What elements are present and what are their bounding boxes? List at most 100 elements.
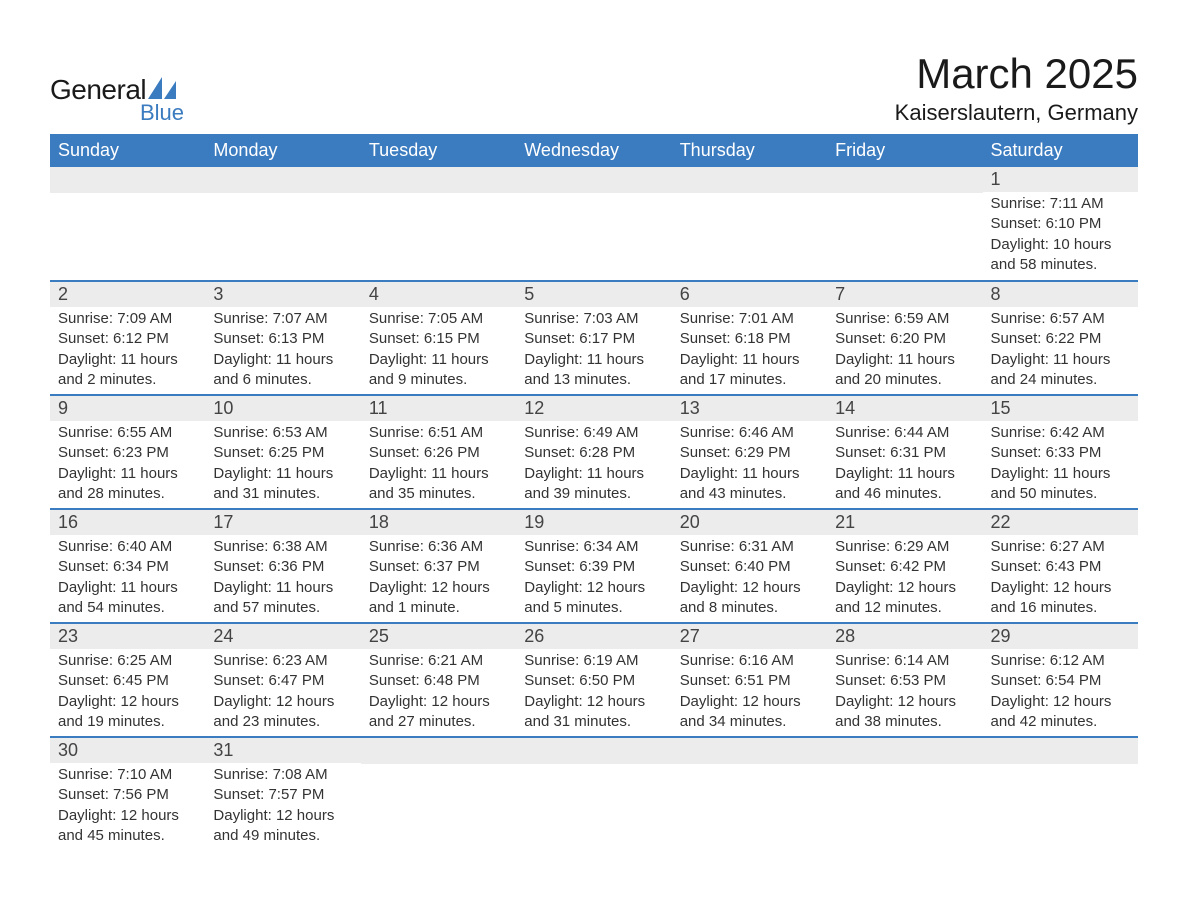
sunrise-text: Sunrise: 7:08 AM xyxy=(213,765,352,785)
day-number: 14 xyxy=(827,396,982,421)
col-saturday: Saturday xyxy=(983,134,1138,167)
day-number: 21 xyxy=(827,510,982,535)
day-number: 6 xyxy=(672,282,827,307)
day-number xyxy=(361,167,516,193)
sunset-text: Sunset: 7:57 PM xyxy=(213,785,352,805)
calendar-cell: 27Sunrise: 6:16 AMSunset: 6:51 PMDayligh… xyxy=(672,623,827,737)
day-details: Sunrise: 7:10 AMSunset: 7:56 PMDaylight:… xyxy=(50,763,205,850)
day-details xyxy=(827,193,982,280)
daylight-text: Daylight: 12 hours and 42 minutes. xyxy=(991,692,1130,733)
calendar-cell: 4Sunrise: 7:05 AMSunset: 6:15 PMDaylight… xyxy=(361,281,516,395)
day-details: Sunrise: 6:55 AMSunset: 6:23 PMDaylight:… xyxy=(50,421,205,508)
calendar-cell: 18Sunrise: 6:36 AMSunset: 6:37 PMDayligh… xyxy=(361,509,516,623)
day-number: 7 xyxy=(827,282,982,307)
day-details: Sunrise: 6:38 AMSunset: 6:36 PMDaylight:… xyxy=(205,535,360,622)
sunrise-text: Sunrise: 6:49 AM xyxy=(524,423,663,443)
daylight-text: Daylight: 11 hours and 57 minutes. xyxy=(213,578,352,619)
day-number: 4 xyxy=(361,282,516,307)
day-number xyxy=(516,167,671,193)
day-details: Sunrise: 6:12 AMSunset: 6:54 PMDaylight:… xyxy=(983,649,1138,736)
calendar-cell: 3Sunrise: 7:07 AMSunset: 6:13 PMDaylight… xyxy=(205,281,360,395)
sunrise-text: Sunrise: 6:16 AM xyxy=(680,651,819,671)
sunrise-text: Sunrise: 6:42 AM xyxy=(991,423,1130,443)
calendar-cell: 26Sunrise: 6:19 AMSunset: 6:50 PMDayligh… xyxy=(516,623,671,737)
day-details xyxy=(361,193,516,280)
col-monday: Monday xyxy=(205,134,360,167)
sunrise-text: Sunrise: 7:11 AM xyxy=(991,194,1130,214)
sunrise-text: Sunrise: 6:53 AM xyxy=(213,423,352,443)
day-number: 11 xyxy=(361,396,516,421)
calendar-week: 1Sunrise: 7:11 AMSunset: 6:10 PMDaylight… xyxy=(50,167,1138,281)
day-details: Sunrise: 6:44 AMSunset: 6:31 PMDaylight:… xyxy=(827,421,982,508)
sunset-text: Sunset: 6:23 PM xyxy=(58,443,197,463)
sunset-text: Sunset: 6:40 PM xyxy=(680,557,819,577)
day-number: 15 xyxy=(983,396,1138,421)
sunset-text: Sunset: 6:18 PM xyxy=(680,329,819,349)
sunset-text: Sunset: 6:10 PM xyxy=(991,214,1130,234)
day-details: Sunrise: 6:53 AMSunset: 6:25 PMDaylight:… xyxy=(205,421,360,508)
sunset-text: Sunset: 6:45 PM xyxy=(58,671,197,691)
day-details: Sunrise: 7:11 AMSunset: 6:10 PMDaylight:… xyxy=(983,192,1138,279)
calendar-cell: 14Sunrise: 6:44 AMSunset: 6:31 PMDayligh… xyxy=(827,395,982,509)
calendar-week: 2Sunrise: 7:09 AMSunset: 6:12 PMDaylight… xyxy=(50,281,1138,395)
day-number: 12 xyxy=(516,396,671,421)
sunset-text: Sunset: 6:39 PM xyxy=(524,557,663,577)
day-number xyxy=(672,738,827,764)
sunset-text: Sunset: 6:22 PM xyxy=(991,329,1130,349)
calendar-cell xyxy=(672,737,827,851)
calendar-cell: 7Sunrise: 6:59 AMSunset: 6:20 PMDaylight… xyxy=(827,281,982,395)
sunset-text: Sunset: 6:25 PM xyxy=(213,443,352,463)
daylight-text: Daylight: 11 hours and 39 minutes. xyxy=(524,464,663,505)
col-thursday: Thursday xyxy=(672,134,827,167)
daylight-text: Daylight: 11 hours and 31 minutes. xyxy=(213,464,352,505)
calendar-week: 9Sunrise: 6:55 AMSunset: 6:23 PMDaylight… xyxy=(50,395,1138,509)
calendar-cell: 17Sunrise: 6:38 AMSunset: 6:36 PMDayligh… xyxy=(205,509,360,623)
calendar-cell xyxy=(983,737,1138,851)
daylight-text: Daylight: 10 hours and 58 minutes. xyxy=(991,235,1130,276)
daylight-text: Daylight: 12 hours and 12 minutes. xyxy=(835,578,974,619)
day-details xyxy=(50,193,205,280)
daylight-text: Daylight: 12 hours and 23 minutes. xyxy=(213,692,352,733)
col-friday: Friday xyxy=(827,134,982,167)
daylight-text: Daylight: 12 hours and 45 minutes. xyxy=(58,806,197,847)
day-number: 3 xyxy=(205,282,360,307)
calendar-week: 23Sunrise: 6:25 AMSunset: 6:45 PMDayligh… xyxy=(50,623,1138,737)
calendar-week: 16Sunrise: 6:40 AMSunset: 6:34 PMDayligh… xyxy=(50,509,1138,623)
calendar-cell: 11Sunrise: 6:51 AMSunset: 6:26 PMDayligh… xyxy=(361,395,516,509)
daylight-text: Daylight: 11 hours and 28 minutes. xyxy=(58,464,197,505)
sunrise-text: Sunrise: 6:59 AM xyxy=(835,309,974,329)
day-details: Sunrise: 6:42 AMSunset: 6:33 PMDaylight:… xyxy=(983,421,1138,508)
day-details: Sunrise: 7:05 AMSunset: 6:15 PMDaylight:… xyxy=(361,307,516,394)
sunset-text: Sunset: 6:12 PM xyxy=(58,329,197,349)
calendar-cell: 25Sunrise: 6:21 AMSunset: 6:48 PMDayligh… xyxy=(361,623,516,737)
day-number: 5 xyxy=(516,282,671,307)
daylight-text: Daylight: 11 hours and 54 minutes. xyxy=(58,578,197,619)
daylight-text: Daylight: 11 hours and 20 minutes. xyxy=(835,350,974,391)
day-details xyxy=(983,764,1138,851)
daylight-text: Daylight: 12 hours and 27 minutes. xyxy=(369,692,508,733)
sunset-text: Sunset: 6:51 PM xyxy=(680,671,819,691)
day-details: Sunrise: 6:23 AMSunset: 6:47 PMDaylight:… xyxy=(205,649,360,736)
sunrise-text: Sunrise: 6:14 AM xyxy=(835,651,974,671)
day-number: 27 xyxy=(672,624,827,649)
sunrise-text: Sunrise: 6:34 AM xyxy=(524,537,663,557)
daylight-text: Daylight: 11 hours and 24 minutes. xyxy=(991,350,1130,391)
calendar-cell xyxy=(361,737,516,851)
day-number: 9 xyxy=(50,396,205,421)
day-number: 31 xyxy=(205,738,360,763)
day-number: 17 xyxy=(205,510,360,535)
calendar-cell xyxy=(205,167,360,281)
day-number xyxy=(672,167,827,193)
day-number xyxy=(983,738,1138,764)
calendar-cell xyxy=(827,167,982,281)
daylight-text: Daylight: 11 hours and 50 minutes. xyxy=(991,464,1130,505)
day-details: Sunrise: 6:46 AMSunset: 6:29 PMDaylight:… xyxy=(672,421,827,508)
day-number xyxy=(361,738,516,764)
calendar-cell: 28Sunrise: 6:14 AMSunset: 6:53 PMDayligh… xyxy=(827,623,982,737)
sunset-text: Sunset: 6:43 PM xyxy=(991,557,1130,577)
day-details: Sunrise: 7:07 AMSunset: 6:13 PMDaylight:… xyxy=(205,307,360,394)
calendar-cell: 16Sunrise: 6:40 AMSunset: 6:34 PMDayligh… xyxy=(50,509,205,623)
day-details: Sunrise: 6:51 AMSunset: 6:26 PMDaylight:… xyxy=(361,421,516,508)
day-details: Sunrise: 6:16 AMSunset: 6:51 PMDaylight:… xyxy=(672,649,827,736)
calendar-body: 1Sunrise: 7:11 AMSunset: 6:10 PMDaylight… xyxy=(50,167,1138,851)
